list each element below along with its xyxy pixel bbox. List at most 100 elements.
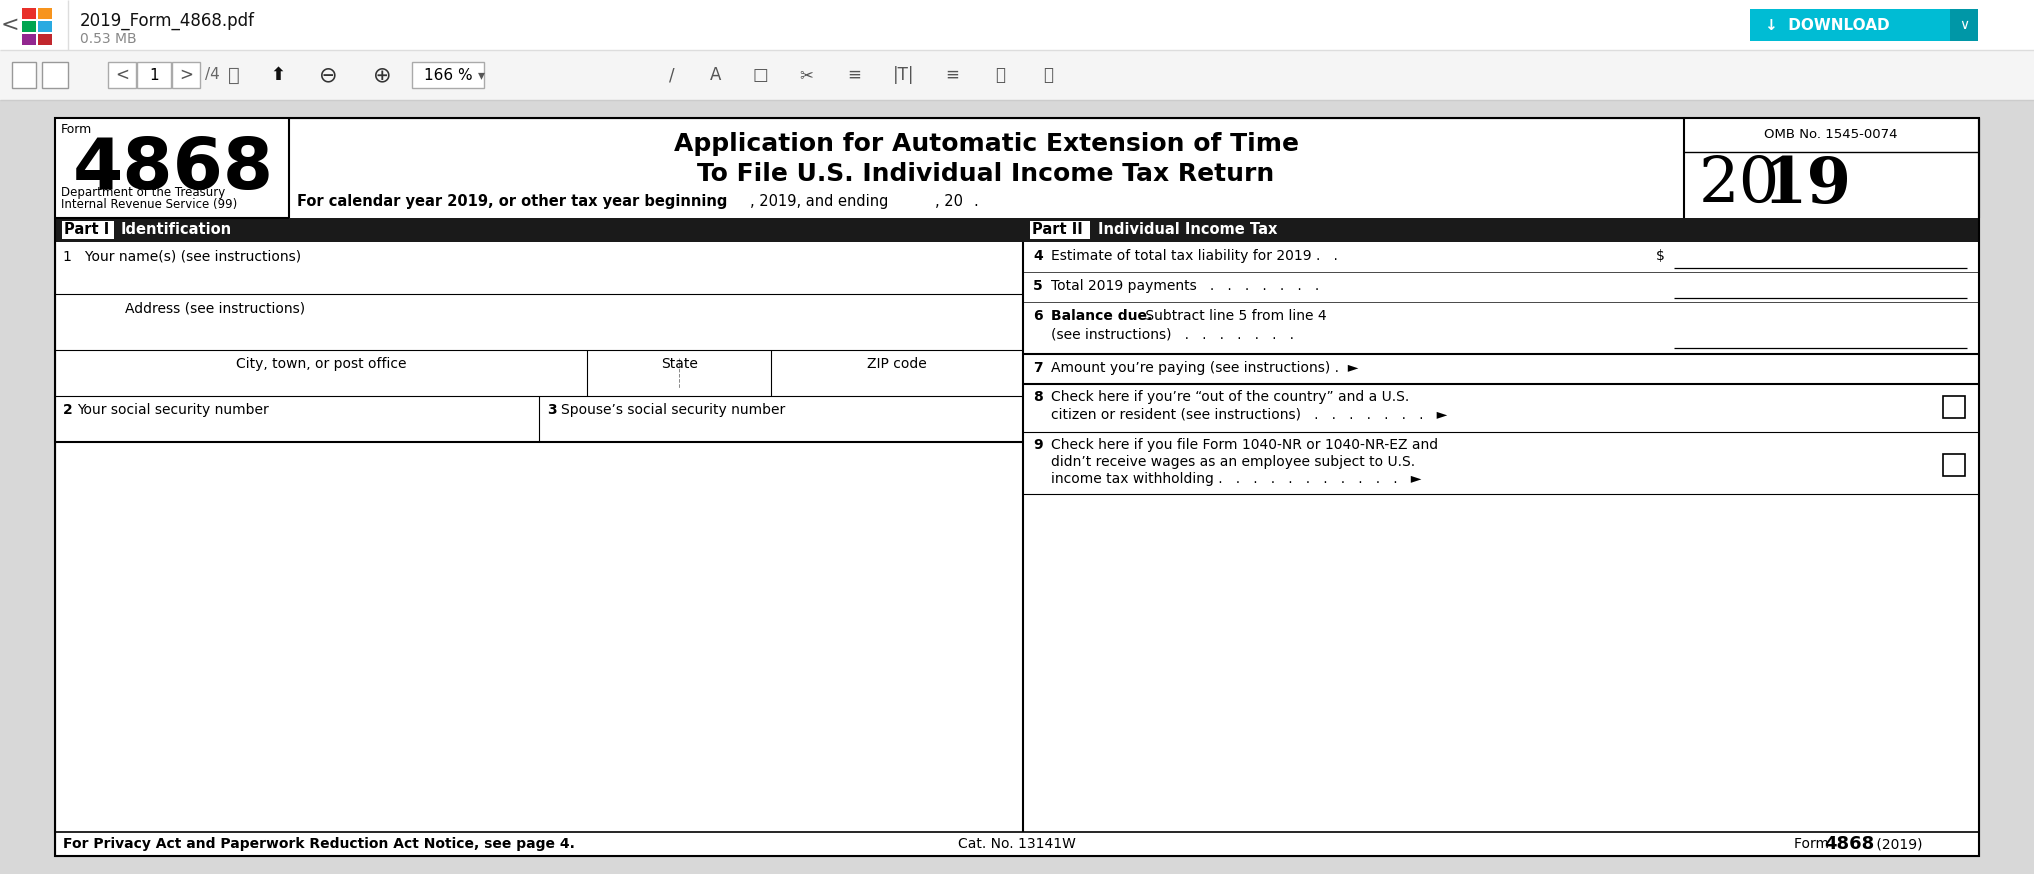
Text: 9: 9 xyxy=(1033,438,1043,452)
Text: ≡: ≡ xyxy=(946,66,958,84)
Bar xyxy=(39,21,53,32)
Bar xyxy=(55,118,1979,856)
Bar xyxy=(22,21,37,32)
Bar xyxy=(1942,396,1965,418)
Text: (see instructions)   .   .   .   .   .   .   .: (see instructions) . . . . . . . xyxy=(1052,327,1294,341)
Text: Part II: Part II xyxy=(1031,223,1082,238)
Text: 2019_Form_4868.pdf: 2019_Form_4868.pdf xyxy=(79,12,254,31)
Text: Balance due.: Balance due. xyxy=(1052,309,1151,323)
Text: 1   Your name(s) (see instructions): 1 Your name(s) (see instructions) xyxy=(63,249,301,263)
Bar xyxy=(43,62,67,88)
Text: citizen or resident (see instructions)   .   .   .   .   .   .   .   ►: citizen or resident (see instructions) .… xyxy=(1052,407,1448,421)
Text: Your social security number: Your social security number xyxy=(77,403,268,417)
Text: 166 %: 166 % xyxy=(423,67,472,82)
Bar xyxy=(39,34,53,45)
Text: (2019): (2019) xyxy=(1871,837,1922,851)
Text: Identification: Identification xyxy=(120,223,232,238)
Text: <: < xyxy=(116,66,128,84)
Text: ⊖: ⊖ xyxy=(319,65,338,85)
Text: 4: 4 xyxy=(1033,249,1043,263)
Bar xyxy=(22,8,37,19)
Text: Estimate of total tax liability for 2019 .   .: Estimate of total tax liability for 2019… xyxy=(1052,249,1338,263)
Bar xyxy=(136,62,171,88)
Text: , 20: , 20 xyxy=(936,194,962,209)
Bar xyxy=(1029,221,1090,239)
Text: 19: 19 xyxy=(1763,155,1851,216)
Text: ⬜: ⬜ xyxy=(995,66,1005,84)
Text: Department of the Treasury: Department of the Treasury xyxy=(61,186,226,199)
Text: 2: 2 xyxy=(63,403,73,417)
Text: A: A xyxy=(710,66,722,84)
Text: ⊕: ⊕ xyxy=(372,65,391,85)
Text: 8: 8 xyxy=(1033,390,1043,404)
Bar xyxy=(39,8,53,19)
Text: 7: 7 xyxy=(1033,361,1043,375)
Text: $: $ xyxy=(1656,249,1666,263)
Text: 0.53 MB: 0.53 MB xyxy=(79,32,136,46)
Text: Internal Revenue Service (99): Internal Revenue Service (99) xyxy=(61,198,238,211)
Text: >: > xyxy=(179,66,193,84)
Bar xyxy=(0,0,2034,50)
Text: For Privacy Act and Paperwork Reduction Act Notice, see page 4.: For Privacy Act and Paperwork Reduction … xyxy=(63,837,576,851)
Text: ✋: ✋ xyxy=(228,66,240,85)
Text: /: / xyxy=(669,66,675,84)
Text: ≡: ≡ xyxy=(846,66,860,84)
Text: /4: /4 xyxy=(205,67,220,82)
Text: 20: 20 xyxy=(1698,155,1780,216)
Text: didn’t receive wages as an employee subject to U.S.: didn’t receive wages as an employee subj… xyxy=(1052,455,1416,469)
Text: 4868: 4868 xyxy=(1824,835,1873,853)
Text: Total 2019 payments   .   .   .   .   .   .   .: Total 2019 payments . . . . . . . xyxy=(1052,279,1320,293)
Text: ▾: ▾ xyxy=(478,68,484,82)
Text: 4868: 4868 xyxy=(73,135,273,205)
Text: Application for Automatic Extension of Time: Application for Automatic Extension of T… xyxy=(673,132,1298,156)
Text: |T|: |T| xyxy=(893,66,915,84)
Text: income tax withholding .   .   .   .   .   .   .   .   .   .   .   ►: income tax withholding . . . . . . . . .… xyxy=(1052,472,1422,486)
Text: Part I: Part I xyxy=(63,223,110,238)
Text: 6: 6 xyxy=(1033,309,1043,323)
Text: <: < xyxy=(0,15,18,35)
Text: Check here if you file Form 1040-NR or 1040-NR-EZ and: Check here if you file Form 1040-NR or 1… xyxy=(1052,438,1438,452)
Text: ↓  DOWNLOAD: ↓ DOWNLOAD xyxy=(1766,17,1890,32)
Text: .: . xyxy=(972,194,978,209)
Bar xyxy=(1749,9,1951,41)
Bar xyxy=(0,50,2034,100)
Text: 🔍: 🔍 xyxy=(1043,66,1054,84)
Text: 5: 5 xyxy=(1033,279,1043,293)
Bar xyxy=(12,62,37,88)
Text: 1: 1 xyxy=(148,67,159,82)
Bar xyxy=(1942,454,1965,476)
Bar xyxy=(1023,218,1979,242)
Text: Form: Form xyxy=(1794,837,1833,851)
Text: ∨: ∨ xyxy=(1959,18,1969,32)
Text: ZIP code: ZIP code xyxy=(866,357,928,371)
Bar xyxy=(55,118,1979,856)
Text: □: □ xyxy=(753,66,769,84)
Bar xyxy=(55,218,1023,242)
Bar xyxy=(55,118,289,218)
Text: Check here if you’re “out of the country” and a U.S.: Check here if you’re “out of the country… xyxy=(1052,390,1410,404)
Text: For calendar year 2019, or other tax year beginning: For calendar year 2019, or other tax yea… xyxy=(297,194,728,209)
Text: ⬆: ⬆ xyxy=(271,66,285,84)
Text: , 2019, and ending: , 2019, and ending xyxy=(751,194,889,209)
Text: Subtract line 5 from line 4: Subtract line 5 from line 4 xyxy=(1141,309,1326,323)
Text: Amount you’re paying (see instructions) .  ►: Amount you’re paying (see instructions) … xyxy=(1052,361,1359,375)
Text: Spouse’s social security number: Spouse’s social security number xyxy=(561,403,785,417)
Text: Cat. No. 13141W: Cat. No. 13141W xyxy=(958,837,1076,851)
Text: City, town, or post office: City, town, or post office xyxy=(236,357,407,371)
Bar xyxy=(61,221,114,239)
Text: Address (see instructions): Address (see instructions) xyxy=(124,302,305,316)
Bar xyxy=(413,62,484,88)
Bar xyxy=(22,34,37,45)
Bar xyxy=(0,100,2034,874)
Bar xyxy=(173,62,199,88)
Text: State: State xyxy=(661,357,698,371)
Bar xyxy=(1951,9,1977,41)
Text: To File U.S. Individual Income Tax Return: To File U.S. Individual Income Tax Retur… xyxy=(698,162,1275,186)
Bar xyxy=(108,62,136,88)
Text: ✂: ✂ xyxy=(799,66,814,84)
Text: OMB No. 1545-0074: OMB No. 1545-0074 xyxy=(1763,128,1898,142)
Bar xyxy=(1684,118,1979,218)
Text: 3: 3 xyxy=(547,403,557,417)
Text: Form: Form xyxy=(61,123,92,136)
Text: Individual Income Tax: Individual Income Tax xyxy=(1098,223,1277,238)
